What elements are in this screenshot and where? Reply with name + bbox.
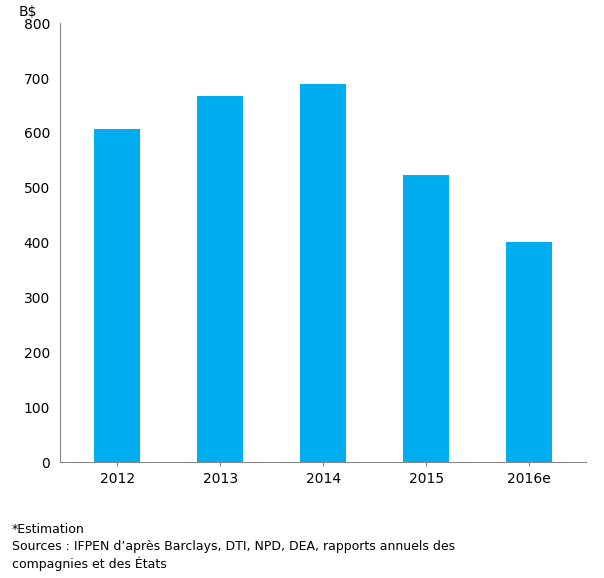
Text: Sources : IFPEN d’après Barclays, DTI, NPD, DEA, rapports annuels des: Sources : IFPEN d’après Barclays, DTI, N… <box>12 540 455 553</box>
Bar <box>300 83 346 462</box>
Bar <box>94 129 140 462</box>
Bar <box>403 175 449 462</box>
Text: compagnies et des États: compagnies et des États <box>12 556 167 570</box>
Bar <box>197 95 243 462</box>
Text: *Estimation: *Estimation <box>12 523 85 536</box>
Text: B$: B$ <box>18 5 37 18</box>
Bar <box>506 242 553 462</box>
